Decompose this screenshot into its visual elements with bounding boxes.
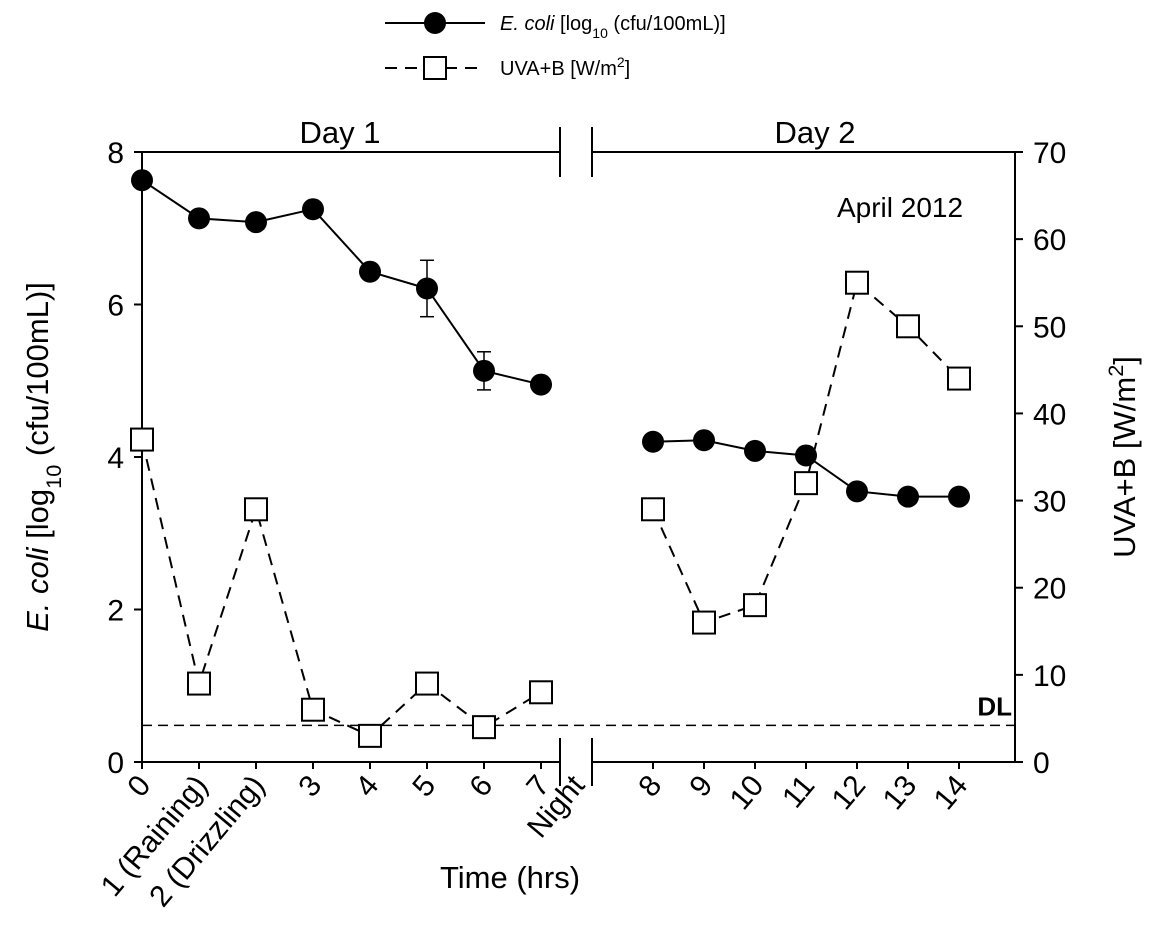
marker: [358, 723, 382, 748]
y2-tick-label: 0: [1033, 747, 1050, 780]
x-tick-label: 13: [877, 769, 924, 816]
marker: [244, 497, 268, 522]
day-label: Day 1: [300, 115, 381, 150]
x-tick-label: 12: [826, 769, 873, 816]
y2-axis-label-part: UVA+B [W/m: [1107, 377, 1142, 558]
marker: [302, 198, 324, 221]
marker: [245, 211, 267, 234]
y2-tick-label: 70: [1033, 137, 1066, 170]
y-axis-label-part: 10: [41, 465, 66, 489]
frame: [141, 127, 1016, 786]
marker: [415, 671, 439, 696]
x-tick-label: 3: [292, 769, 328, 803]
y-tick-label: 8: [107, 137, 124, 170]
legend-entry-part: UVA+B [W/m: [500, 58, 617, 80]
legend-marker: [423, 56, 447, 80]
marker: [795, 444, 817, 467]
marker: [846, 480, 868, 503]
legend-entry: UVA+B [W/m2]: [500, 54, 630, 80]
marker: [641, 497, 665, 522]
x-tick-label: 9: [683, 769, 719, 803]
legend-entry-part: [log: [554, 13, 592, 35]
x-tick-label: 0: [121, 769, 157, 803]
y2-tick-label: 60: [1033, 224, 1066, 257]
marker: [187, 671, 211, 696]
x-tick-label: 8: [632, 769, 668, 803]
marker: [642, 430, 664, 453]
legend-entry-part: (cfu/100mL)]: [608, 13, 726, 35]
y-axis-label-part: E. coli: [20, 546, 55, 632]
legend-marker: [424, 12, 446, 34]
marker: [472, 715, 496, 740]
y-tick-label: 2: [107, 595, 124, 628]
legend-entry-part: 2: [617, 54, 625, 70]
x-tick-label: 11: [776, 769, 821, 814]
marker: [744, 439, 766, 462]
x-tick-label: 14: [928, 769, 975, 816]
y2-tick-label: 30: [1033, 486, 1066, 519]
y2-tick-label: 10: [1033, 660, 1066, 693]
marker: [130, 427, 154, 452]
day-label: Day 2: [775, 115, 856, 150]
y-tick-label: 6: [107, 290, 124, 323]
x-tick-label: 4: [349, 769, 385, 803]
marker: [359, 260, 381, 283]
y-axis-label-part: [log: [20, 489, 55, 548]
y2-tick-label: 20: [1033, 573, 1066, 606]
marker: [896, 314, 920, 339]
legend-entry: E. coli [log10 (cfu/100mL)]: [500, 13, 726, 41]
legend-entry-part: 10: [592, 25, 608, 41]
y-axis-label: E. coli [log10 (cfu/100mL)]: [20, 282, 66, 632]
marker: [947, 366, 971, 391]
x-axis-label: Time (hrs): [440, 860, 580, 895]
marker: [416, 277, 438, 300]
marker: [948, 485, 970, 508]
detection-limit-label: DL: [977, 691, 1012, 721]
y2-tick-label: 40: [1033, 398, 1066, 431]
y2-axis-label: UVA+B [W/m2]: [1103, 356, 1143, 558]
legend-entry-part: ]: [625, 58, 631, 80]
marker: [131, 169, 153, 192]
legend-entry-part: E. coli: [500, 13, 555, 35]
y2-tick-label: 50: [1033, 311, 1066, 344]
y-axis-label-part: (cfu/100mL)]: [20, 282, 55, 465]
annotation: April 2012: [837, 192, 963, 223]
marker: [301, 697, 325, 722]
x-tick-label: 10: [724, 769, 771, 816]
y2-axis-label-part: 2: [1103, 365, 1128, 377]
y2-axis-label-part: ]: [1107, 356, 1142, 365]
marker: [743, 593, 767, 618]
marker: [845, 270, 869, 295]
marker: [473, 359, 495, 382]
marker: [692, 610, 716, 635]
y-tick-label: 0: [107, 747, 124, 780]
marker: [188, 207, 210, 230]
x-tick-label: 6: [463, 769, 499, 803]
y-tick-label: 4: [107, 442, 124, 475]
marker: [794, 471, 818, 496]
marker: [693, 429, 715, 452]
x-tick-label: 5: [406, 769, 442, 803]
marker: [529, 680, 553, 705]
marker: [897, 485, 919, 508]
marker: [530, 373, 552, 396]
